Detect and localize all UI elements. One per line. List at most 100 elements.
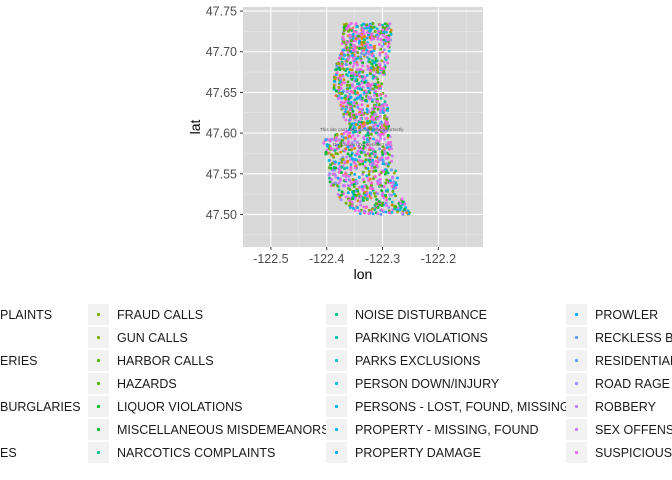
legend-key-dot bbox=[574, 381, 579, 386]
data-point bbox=[376, 160, 380, 164]
data-point bbox=[373, 165, 377, 169]
data-point bbox=[385, 178, 389, 182]
data-point bbox=[349, 100, 353, 104]
legend-label: RESIDENTIAL bbox=[595, 354, 672, 368]
data-point bbox=[347, 187, 351, 190]
data-point bbox=[358, 162, 362, 166]
y-axis-title: lat bbox=[187, 120, 203, 135]
data-point bbox=[353, 208, 357, 212]
data-point bbox=[351, 64, 355, 68]
data-point bbox=[341, 74, 345, 78]
legend-label: HAZARDS bbox=[117, 377, 177, 391]
data-point bbox=[355, 152, 359, 156]
legend-label: PROWLER bbox=[595, 308, 658, 322]
data-point bbox=[346, 53, 350, 57]
legend-key-dot bbox=[96, 427, 101, 432]
data-point bbox=[384, 126, 388, 130]
data-point bbox=[352, 182, 356, 186]
legend-label: RECKLESS BU bbox=[595, 331, 672, 345]
data-point bbox=[345, 26, 349, 30]
data-point bbox=[374, 131, 378, 135]
data-point bbox=[371, 110, 375, 114]
data-point bbox=[364, 166, 368, 170]
data-point bbox=[342, 115, 346, 119]
data-point bbox=[353, 34, 357, 38]
data-point bbox=[339, 141, 343, 145]
data-point bbox=[382, 116, 386, 120]
data-point bbox=[367, 169, 371, 173]
data-point bbox=[360, 107, 364, 111]
data-point bbox=[352, 62, 356, 65]
data-point bbox=[382, 185, 386, 189]
data-point bbox=[344, 195, 348, 199]
data-point bbox=[349, 43, 353, 47]
data-point bbox=[381, 169, 385, 173]
data-point bbox=[353, 146, 357, 150]
data-point bbox=[384, 181, 388, 185]
data-point bbox=[387, 147, 391, 151]
data-point bbox=[371, 22, 375, 25]
data-point bbox=[385, 129, 389, 133]
data-point bbox=[342, 112, 346, 116]
data-point bbox=[335, 64, 339, 68]
legend-key-dot bbox=[96, 312, 101, 317]
data-point bbox=[369, 45, 372, 49]
data-point bbox=[340, 165, 344, 169]
data-point bbox=[344, 24, 348, 28]
data-point bbox=[381, 162, 385, 166]
data-point bbox=[361, 188, 365, 192]
data-point bbox=[360, 42, 364, 46]
data-point bbox=[368, 60, 372, 64]
data-point bbox=[361, 198, 365, 202]
data-point bbox=[368, 86, 372, 90]
data-point bbox=[375, 99, 379, 103]
data-point bbox=[349, 206, 352, 209]
data-point bbox=[375, 126, 379, 130]
data-point bbox=[334, 68, 338, 72]
data-point bbox=[353, 104, 356, 108]
map-overlay-line-1: This site can't load Google Maps correct… bbox=[320, 127, 404, 132]
data-point bbox=[351, 26, 355, 30]
data-point bbox=[365, 205, 369, 209]
data-point bbox=[365, 142, 369, 146]
data-point bbox=[385, 117, 389, 121]
data-point bbox=[379, 181, 383, 185]
data-point bbox=[385, 162, 388, 166]
data-point bbox=[351, 133, 355, 137]
data-point bbox=[382, 123, 386, 127]
data-point bbox=[357, 175, 361, 179]
data-point bbox=[372, 66, 376, 70]
legend-label: PERSON DOWN/INJURY bbox=[355, 377, 500, 391]
data-point bbox=[371, 212, 375, 216]
data-point bbox=[368, 191, 372, 195]
data-point bbox=[381, 25, 385, 29]
data-point bbox=[353, 45, 357, 49]
data-point bbox=[337, 181, 341, 185]
data-point bbox=[348, 92, 352, 96]
data-point bbox=[327, 151, 331, 155]
data-point bbox=[351, 54, 355, 58]
data-point bbox=[343, 167, 346, 171]
data-point bbox=[366, 50, 370, 54]
data-point bbox=[345, 166, 349, 170]
data-point bbox=[361, 75, 364, 79]
data-point bbox=[337, 66, 341, 70]
data-point bbox=[386, 61, 390, 65]
data-point bbox=[365, 48, 368, 52]
data-point bbox=[381, 201, 385, 205]
data-point bbox=[367, 110, 371, 114]
data-point bbox=[353, 193, 357, 197]
data-point bbox=[390, 210, 394, 214]
data-point bbox=[388, 145, 392, 149]
data-point bbox=[371, 87, 375, 91]
data-point bbox=[345, 83, 349, 87]
legend-label: SEX OFFENSE bbox=[595, 423, 672, 437]
data-point bbox=[378, 128, 382, 132]
data-point bbox=[356, 189, 360, 193]
data-point bbox=[360, 33, 364, 37]
data-point bbox=[375, 197, 379, 201]
data-point bbox=[338, 80, 342, 84]
data-point bbox=[372, 118, 376, 122]
data-point bbox=[347, 33, 351, 37]
data-point bbox=[376, 37, 380, 41]
